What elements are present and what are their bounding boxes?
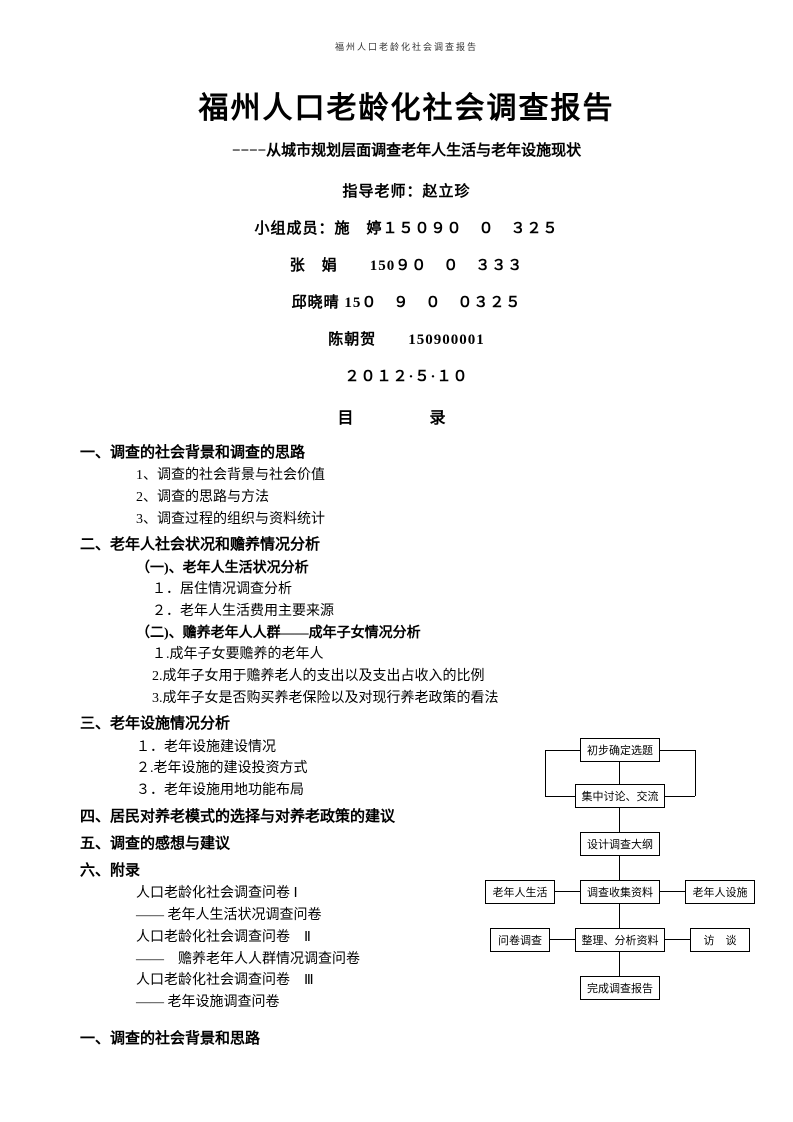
toc-s2-p2: （二)、赡养老年人人群——成年子女情况分析 [136,623,733,645]
flow-edge [545,796,575,797]
flow-edge [545,750,580,751]
flow-node-5c: 整理、分析资料 [575,928,665,952]
toc-s2-p2-i1: 2.成年子女用于赡养老人的支出以及支出占收入的比例 [152,666,733,688]
member-line-2: 邱晓晴 15０ ９ ０ ０３２５ [80,291,733,312]
toc-heading: 目 录 [80,404,733,428]
flow-edge [665,939,690,940]
flow-node-4l: 老年人生活 [485,880,555,904]
toc-s3-h: 三、老年设施情况分析 [80,713,733,736]
flow-edge [695,750,696,796]
toc-s2-p1-i0: １．居住情况调查分析 [152,579,733,601]
flow-edge [550,939,575,940]
toc-s2-p1: （一)、老年人生活状况分析 [136,558,733,580]
toc-s2-p2-i0: １.成年子女要赡养的老年人 [152,644,733,666]
flow-node-5r: 访 谈 [690,928,750,952]
flow-edge [660,891,685,892]
member-line-0: 小组成员：施 婷１５０９０ ０ ３２５ [80,217,733,238]
toc-s1-i0: 1、调查的社会背景与社会价值 [136,465,733,487]
flow-edge [619,808,620,832]
flow-node-6: 完成调查报告 [580,976,660,1000]
member-line-3: 陈朝贺 150900001 [80,328,733,349]
subtitle: −−−−从城市规划层面调查老年人生活与老年设施现状 [80,139,733,160]
flow-edge [619,904,620,928]
flow-edge [619,856,620,880]
flow-node-4c: 调查收集资料 [580,880,660,904]
toc-s2-p1-i1: ２．老年人生活费用主要来源 [152,601,733,623]
member-line-1: 张 娟 150９０ ０ ３３３ [80,254,733,275]
flowchart: 初步确定选题 集中讨论、交流 设计调查大纲 老年人生活 调查收集资料 老年人设施… [485,738,755,1068]
flow-node-2: 集中讨论、交流 [575,784,665,808]
flow-node-3: 设计调查大纲 [580,832,660,856]
flow-node-4r: 老年人设施 [685,880,755,904]
teacher-line: 指导老师：赵立珍 [80,180,733,201]
flow-edge [619,762,620,784]
toc-s2-h: 二、老年人社会状况和赡养情况分析 [80,534,733,557]
flow-edge [555,891,580,892]
flow-edge [665,796,695,797]
flow-edge [545,750,546,796]
date-line: ２０１２·５·１０ [80,365,733,386]
toc-s2-p2-i2: 3.成年子女是否购买养老保险以及对现行养老政策的看法 [152,688,733,710]
toc-s1-h: 一、调查的社会背景和调查的思路 [80,442,733,465]
flow-node-5l: 问卷调查 [490,928,550,952]
page-header-small: 福州人口老龄化社会调查报告 [80,40,733,53]
toc-s1-i2: 3、调查过程的组织与资料统计 [136,509,733,531]
toc-s1-i1: 2、调查的思路与方法 [136,487,733,509]
flow-edge [619,952,620,976]
flow-edge [660,750,695,751]
flow-node-1: 初步确定选题 [580,738,660,762]
title-main: 福州人口老龄化社会调查报告 [80,83,733,127]
